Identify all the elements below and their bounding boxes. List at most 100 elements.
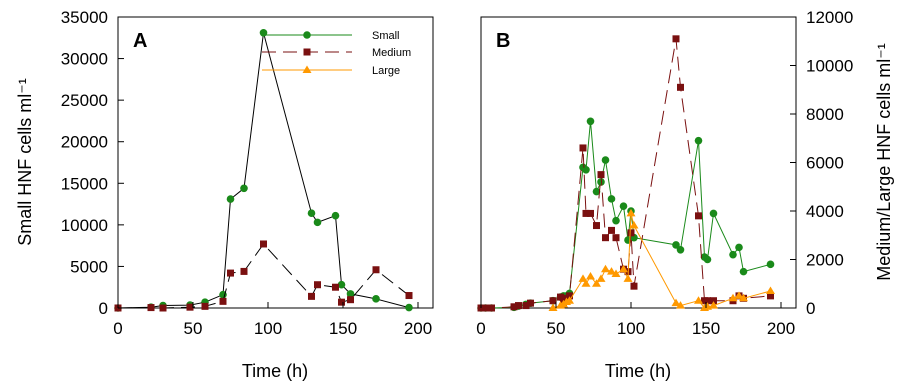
panel-b-point-large [581, 279, 591, 287]
panel-a-point-small [313, 218, 322, 227]
panel-b-point-small [592, 187, 601, 196]
x-tick-label: 200 [404, 319, 432, 338]
panel-b-point-medium [527, 299, 534, 307]
panel-b-point-medium [488, 304, 495, 312]
panel-b-point-small [735, 243, 743, 252]
panel-b-point-small [709, 209, 718, 218]
x-tick-label: 100 [617, 319, 645, 338]
legend-label-small: Small [372, 30, 400, 42]
panel-b-frame [480, 16, 797, 309]
panel-a-point-medium [372, 266, 380, 274]
panel-b-point-large [611, 269, 621, 278]
panel-a-point-medium [186, 303, 194, 311]
panel-a-point-medium [219, 297, 227, 305]
y-tick-label: 10000 [806, 57, 853, 76]
y-tick-label: 5000 [70, 257, 108, 276]
panel-b-point-medium [677, 83, 684, 91]
panel-a-y-axis-label: Small HNF cells ml⁻¹ [15, 78, 35, 246]
x-tick-label: 0 [476, 319, 485, 338]
panel-b-point-large [734, 291, 744, 299]
panel-b-x-ticks: 0 50 100 150 200 [476, 302, 795, 338]
legend-item-large: Large [262, 65, 400, 77]
panel-b-point-small [739, 267, 748, 276]
panel-b-point-small [612, 216, 620, 225]
panel-a-point-small [226, 195, 235, 203]
panel-b-point-medium [587, 209, 594, 217]
panel-b-point-large [709, 301, 718, 309]
panel-b-x-axis-label: Time (h) [605, 361, 671, 381]
panel-b-point-small [703, 255, 712, 264]
panel-b-point-small [766, 260, 775, 269]
panel-b-point-large [578, 274, 588, 282]
panel-a-point-small [372, 295, 380, 303]
panel-b-point-medium [597, 171, 605, 179]
panel-b-label: B [496, 30, 510, 52]
panel-a: 0 50 100 150 200 0 5000 10000 15000 20000 25000 30… [15, 8, 434, 381]
x-tick-label: 200 [767, 319, 795, 338]
panel-b-point-small [607, 195, 616, 203]
panel-b-point-medium [557, 293, 564, 301]
panel-b-point-large [629, 221, 639, 229]
panel-a-point-small [337, 280, 346, 289]
panel-a-point-medium [227, 269, 234, 277]
panel-b-point-small [586, 117, 595, 126]
y-tick-label: 0 [806, 299, 815, 318]
panel-b-point-medium [582, 209, 590, 217]
y-tick-label: 0 [99, 299, 108, 318]
panel-a-frame [117, 16, 434, 309]
panel-b: 0 50 100 150 200 0 2000 4000 6000 8000 10000 12000… [476, 8, 894, 381]
panel-b-point-medium [602, 234, 609, 242]
x-tick-label: 100 [254, 319, 282, 338]
panel-b-point-large [596, 274, 606, 282]
y-tick-label: 30000 [61, 50, 108, 69]
x-tick-label: 150 [692, 319, 720, 338]
y-tick-label: 10000 [61, 216, 108, 235]
panel-b-point-small [676, 246, 685, 254]
panel-a-point-medium [308, 292, 315, 300]
panel-b-point-large [626, 208, 636, 217]
panel-b-point-medium [522, 302, 530, 310]
panel-b-point-large [728, 293, 738, 302]
panel-a-point-small [307, 209, 316, 218]
panel-b-point-medium [695, 212, 702, 220]
legend-label-medium: Medium [372, 47, 411, 59]
panel-a-point-medium [338, 298, 345, 306]
panel-a-point-medium [147, 304, 155, 312]
legend: Small Medium Large [262, 30, 411, 77]
x-tick-label: 0 [113, 319, 122, 338]
panel-a-point-medium [201, 302, 209, 310]
panel-b-point-large [671, 298, 681, 307]
panel-a-point-small [240, 184, 248, 193]
panel-b-point-large [694, 296, 703, 304]
panel-b-point-large [586, 271, 595, 280]
panel-b-point-medium [482, 304, 489, 312]
panel-b-point-small [597, 178, 605, 186]
panel-a-point-small [405, 303, 413, 312]
legend-item-small: Small [262, 30, 400, 42]
panel-a-point-small [331, 211, 340, 220]
x-tick-label: 50 [547, 319, 566, 338]
y-tick-label: 20000 [61, 133, 108, 152]
panel-b-point-large [548, 303, 558, 311]
x-tick-label: 50 [184, 319, 203, 338]
panel-a-series-line-small [117, 32, 410, 309]
panel-b-point-medium [510, 303, 518, 311]
panel-b-point-large [607, 267, 616, 275]
panel-a-point-medium [332, 283, 339, 291]
panel-b-point-large [676, 301, 685, 309]
panel-b-point-large [739, 293, 748, 302]
panel-a-x-ticks: 0 50 100 150 200 [113, 302, 432, 338]
panel-a-series-line-medium [117, 243, 410, 309]
panel-b-point-medium [566, 292, 573, 300]
panel-b-point-medium [608, 226, 615, 234]
y-tick-label: 2000 [806, 251, 844, 270]
panel-b-point-medium [593, 222, 600, 230]
panel-b-point-small [582, 165, 590, 174]
panel-a-point-medium [260, 240, 267, 248]
panel-b-point-large [601, 264, 610, 273]
x-tick-label: 150 [329, 319, 357, 338]
panel-a-y-ticks: 0 5000 10000 15000 20000 25000 30000 35000 [61, 8, 124, 318]
panel-a-point-small [346, 290, 355, 298]
panel-b-point-medium [710, 297, 717, 305]
panel-b-series [477, 35, 775, 312]
